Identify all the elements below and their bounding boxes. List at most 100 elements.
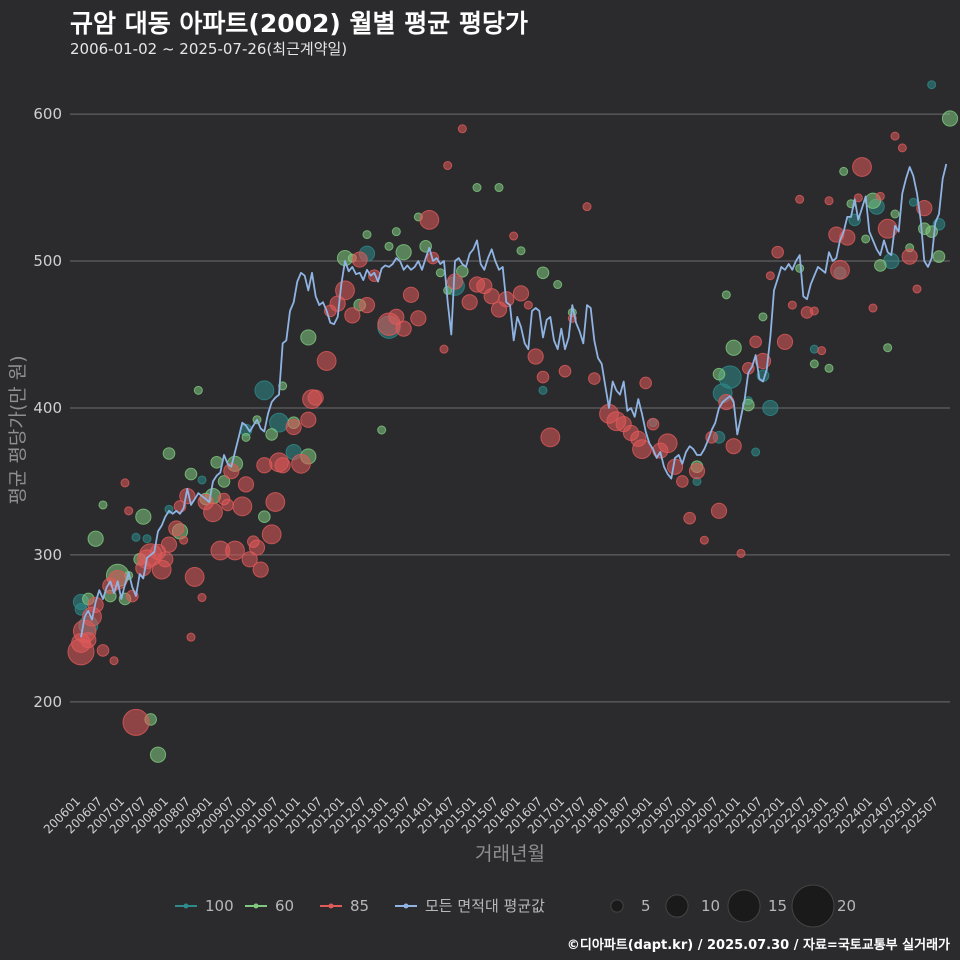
point-60-53 xyxy=(795,263,805,273)
point-85-29 xyxy=(203,502,223,523)
point-60-8 xyxy=(135,508,152,525)
point-85-99 xyxy=(688,463,706,480)
point-60-13 xyxy=(184,467,198,481)
legend: 100 60 85 모든 면적대 평균값 5 10 15 20 xyxy=(175,884,856,928)
point-85-45 xyxy=(274,457,291,474)
point-85-32 xyxy=(221,498,234,512)
point-85-57 xyxy=(358,297,376,314)
point-85-123 xyxy=(868,303,878,313)
point-85-23 xyxy=(179,535,189,545)
point-85-77 xyxy=(512,285,530,302)
point-85-121 xyxy=(853,193,863,203)
point-85-67 xyxy=(443,161,453,171)
point-85-61 xyxy=(395,320,412,337)
point-60-35 xyxy=(395,244,412,261)
point-60-31 xyxy=(362,230,372,240)
point-85-130 xyxy=(916,200,933,217)
legend-size-label-10: 10 xyxy=(701,897,720,915)
point-85-110 xyxy=(771,245,784,259)
point-85-76 xyxy=(509,231,519,241)
point-85-100 xyxy=(699,535,709,545)
point-60-38 xyxy=(435,268,445,278)
point-85-37 xyxy=(241,551,258,568)
point-85-117 xyxy=(824,196,834,206)
y-tick-200: 200 xyxy=(33,693,62,711)
point-85-103 xyxy=(718,393,735,411)
point-60-65 xyxy=(925,225,938,238)
legend-size-label-5: 5 xyxy=(641,897,651,915)
legend-label-100: 100 xyxy=(205,897,234,915)
point-60-20 xyxy=(241,432,251,442)
point-100-24 xyxy=(809,344,819,354)
point-85-92 xyxy=(639,376,652,390)
legend-size-circle-5 xyxy=(610,899,624,913)
point-85-50 xyxy=(307,389,324,406)
y-tick-600: 600 xyxy=(33,105,62,123)
point-85-51 xyxy=(316,351,337,371)
point-60-14 xyxy=(193,385,203,395)
point-60-27 xyxy=(300,329,317,346)
point-85-107 xyxy=(749,335,762,349)
point-60-2 xyxy=(98,500,108,510)
point-60-61 xyxy=(883,343,893,353)
point-85-35 xyxy=(232,496,253,517)
point-85-112 xyxy=(787,300,797,310)
point-85-43 xyxy=(265,492,286,512)
x-tick-labels: 2006012006072007012007072008012008072009… xyxy=(41,794,941,836)
point-60-10 xyxy=(149,746,167,763)
point-85-113 xyxy=(795,194,805,204)
point-85-80 xyxy=(536,370,550,384)
y-axis-title: 평균 평당가(만 원) xyxy=(7,355,29,504)
point-85-116 xyxy=(817,346,827,356)
point-85-62 xyxy=(402,286,420,303)
scatter-points xyxy=(67,80,959,763)
legend-dot-60 xyxy=(253,903,259,909)
point-100-23 xyxy=(762,399,779,417)
point-85-47 xyxy=(291,453,311,474)
legend-dot-100 xyxy=(183,903,189,909)
point-85-82 xyxy=(558,364,572,378)
point-85-85 xyxy=(588,372,601,385)
point-85-42 xyxy=(261,524,282,545)
point-85-109 xyxy=(765,271,775,281)
point-100-21 xyxy=(751,447,761,457)
point-85-127 xyxy=(897,143,907,153)
point-85-25 xyxy=(186,632,196,642)
point-85-36 xyxy=(237,476,255,493)
point-85-46 xyxy=(285,418,302,436)
point-85-126 xyxy=(890,131,900,141)
point-85-124 xyxy=(875,191,885,201)
point-85-27 xyxy=(197,593,207,603)
point-60-67 xyxy=(941,110,959,127)
point-60-58 xyxy=(861,234,871,244)
point-100-3 xyxy=(131,532,141,542)
point-85-63 xyxy=(410,310,427,327)
point-85-10 xyxy=(120,478,130,488)
point-85-84 xyxy=(582,202,592,212)
point-85-122 xyxy=(852,157,872,177)
average-line-layer xyxy=(80,163,948,638)
point-60-43 xyxy=(516,246,526,256)
point-100-30 xyxy=(927,80,937,90)
point-60-48 xyxy=(712,367,726,381)
point-100-14 xyxy=(538,385,548,395)
point-85-105 xyxy=(736,548,746,558)
point-60-50 xyxy=(725,339,742,356)
point-85-54 xyxy=(335,280,355,301)
point-85-104 xyxy=(725,438,742,455)
point-85-102 xyxy=(710,502,728,519)
y-tick-300: 300 xyxy=(33,546,62,564)
point-60-40 xyxy=(456,265,469,278)
point-85-78 xyxy=(523,300,533,310)
legend-dot-avg xyxy=(403,903,409,909)
point-60-55 xyxy=(824,363,834,373)
point-60-42 xyxy=(494,183,504,193)
point-60-1 xyxy=(87,530,104,547)
point-85-48 xyxy=(300,411,317,428)
x-axis-title: 거래년월 xyxy=(475,843,545,865)
point-60-60 xyxy=(874,259,887,272)
point-85-66 xyxy=(439,344,449,354)
point-85-128 xyxy=(901,248,918,265)
